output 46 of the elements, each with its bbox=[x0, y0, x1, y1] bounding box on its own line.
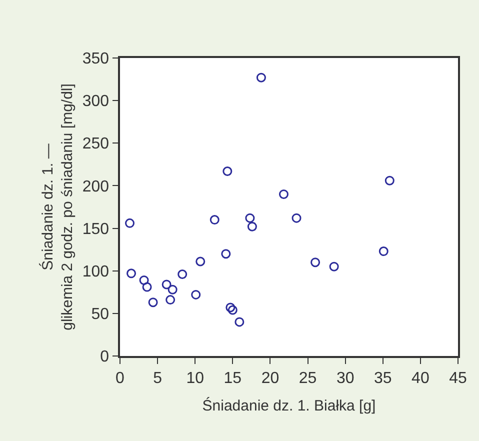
point bbox=[191, 290, 201, 300]
point bbox=[168, 284, 178, 294]
point bbox=[142, 282, 152, 292]
point bbox=[196, 256, 206, 266]
x-tick-label: 0 bbox=[116, 370, 125, 387]
x-tick-label: 40 bbox=[412, 370, 430, 387]
point bbox=[125, 218, 135, 228]
point bbox=[245, 213, 255, 223]
y-axis-title: Śniadanie dz. 1. — glikemia 2 godz. po śniadaniu [mg/dl] bbox=[38, 84, 76, 330]
point bbox=[378, 246, 388, 256]
point bbox=[329, 262, 339, 272]
point bbox=[310, 258, 320, 268]
y-tick-label: 100 bbox=[82, 263, 110, 280]
point bbox=[226, 302, 236, 312]
point bbox=[278, 189, 288, 199]
point bbox=[126, 268, 136, 278]
x-axis-title: Śniadanie dz. 1. Białka [g] bbox=[202, 396, 376, 414]
point bbox=[256, 72, 266, 82]
y-tick-label: 50 bbox=[91, 306, 110, 324]
y-tick-label: 250 bbox=[82, 136, 110, 153]
point bbox=[210, 215, 220, 225]
y-tick-label: 300 bbox=[82, 93, 110, 110]
y-tick-label: 150 bbox=[82, 220, 110, 238]
y-tick-label: 0 bbox=[100, 348, 110, 366]
x-tick-label: 30 bbox=[336, 370, 354, 387]
y-tick-label: 350 bbox=[82, 50, 110, 68]
point bbox=[166, 295, 176, 305]
x-tick-label: 35 bbox=[374, 370, 392, 387]
point bbox=[148, 298, 158, 308]
point bbox=[384, 176, 394, 186]
point bbox=[228, 305, 238, 315]
x-tick-label: 25 bbox=[298, 370, 317, 387]
point bbox=[292, 213, 302, 223]
point bbox=[234, 317, 244, 327]
point bbox=[221, 249, 231, 259]
x-tick-label: 20 bbox=[261, 370, 280, 387]
x-tick-label: 10 bbox=[186, 370, 204, 387]
x-tick-label: 5 bbox=[153, 370, 162, 387]
point bbox=[162, 280, 172, 290]
point bbox=[222, 166, 232, 176]
x-tick-label: 15 bbox=[224, 370, 242, 387]
y-tick-label: 200 bbox=[82, 178, 110, 196]
point bbox=[247, 222, 257, 232]
point bbox=[178, 270, 188, 280]
x-tick-label: 45 bbox=[449, 370, 467, 387]
point bbox=[139, 275, 149, 285]
